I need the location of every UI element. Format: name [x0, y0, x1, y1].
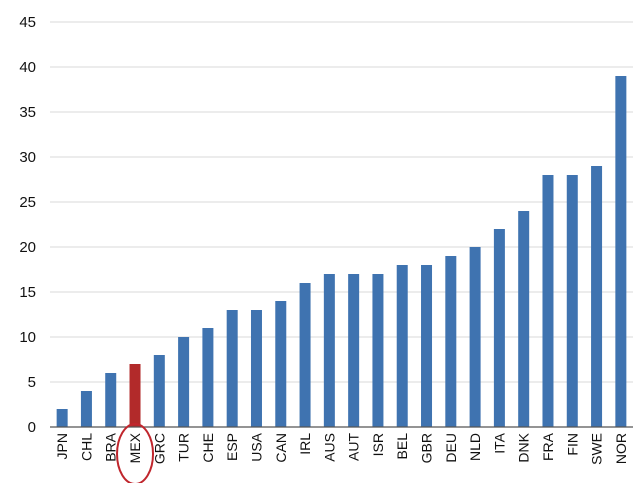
x-tick-label-bra: BRA — [103, 432, 119, 461]
highlight-circle — [116, 423, 155, 483]
bar-gbr — [421, 265, 433, 427]
x-tick-label-nld: NLD — [467, 433, 483, 461]
bar-ita — [493, 229, 505, 427]
bar-can — [275, 301, 287, 427]
x-tick-label-isr: ISR — [370, 433, 386, 456]
x-tick-label-dnk: DNK — [516, 432, 532, 462]
x-tick-label-aus: AUS — [321, 433, 337, 462]
bar-grc — [153, 355, 165, 427]
bar-irl — [299, 283, 311, 427]
annotations — [116, 423, 155, 483]
x-tick-label-grc: GRC — [151, 433, 167, 464]
bar-bra — [105, 373, 117, 427]
y-tick-label: 45 — [19, 14, 36, 31]
x-tick-label-fra: FRA — [540, 432, 556, 461]
bar-fin — [566, 175, 578, 427]
bar-esp — [226, 310, 238, 427]
y-tick-label: 0 — [28, 419, 36, 436]
y-tick-label: 25 — [19, 194, 36, 211]
bar-usa — [250, 310, 262, 427]
x-tick-label-bel: BEL — [394, 433, 410, 460]
x-tick-label-chl: CHL — [78, 433, 94, 461]
x-tick-label-gbr: GBR — [419, 433, 435, 463]
bar-jpn — [56, 409, 68, 427]
y-axis-ticks: 0 5 10 15 20 25 30 35 40 45 — [19, 14, 36, 436]
bar-aus — [323, 274, 335, 427]
y-tick-label: 5 — [28, 374, 36, 391]
x-tick-label-aut: AUT — [346, 433, 362, 461]
x-tick-label-jpn: JPN — [54, 433, 70, 459]
bar-swe — [591, 166, 603, 427]
bar-nld — [469, 247, 481, 427]
bar-tur — [178, 337, 190, 427]
x-tick-label-swe: SWE — [589, 433, 605, 465]
x-tick-label-esp: ESP — [224, 433, 240, 461]
x-tick-label-mex: MEX — [127, 432, 143, 463]
bar-mex — [129, 364, 141, 427]
y-tick-label: 35 — [19, 104, 36, 121]
x-tick-label-usa: USA — [248, 432, 264, 461]
x-tick-label-deu: DEU — [443, 433, 459, 463]
bars — [56, 76, 627, 427]
x-tick-label-can: CAN — [273, 433, 289, 463]
y-tick-label: 40 — [19, 59, 36, 76]
x-tick-label-che: CHE — [200, 433, 216, 463]
y-tick-label: 30 — [19, 149, 36, 166]
bar-nor — [615, 76, 627, 427]
bar-chl — [80, 391, 92, 427]
x-axis-labels: JPN CHL BRA MEX GRC TUR CHE ESP USA CAN IRL AUS AUT I… — [54, 432, 629, 465]
bar-che — [202, 328, 214, 427]
x-tick-label-irl: IRL — [297, 433, 313, 455]
bar-isr — [372, 274, 384, 427]
x-tick-label-fin: FIN — [564, 433, 580, 456]
x-tick-label-ita: ITA — [491, 432, 507, 453]
bar-deu — [445, 256, 457, 427]
bar-aut — [348, 274, 360, 427]
bar-bel — [396, 265, 408, 427]
y-tick-label: 20 — [19, 239, 36, 256]
bar-dnk — [518, 211, 530, 427]
gridlines — [50, 21, 633, 383]
x-tick-label-tur: TUR — [176, 433, 192, 462]
y-tick-label: 10 — [19, 329, 36, 346]
x-tick-label-nor: NOR — [613, 433, 629, 464]
y-tick-label: 15 — [19, 284, 36, 301]
bar-fra — [542, 175, 554, 427]
